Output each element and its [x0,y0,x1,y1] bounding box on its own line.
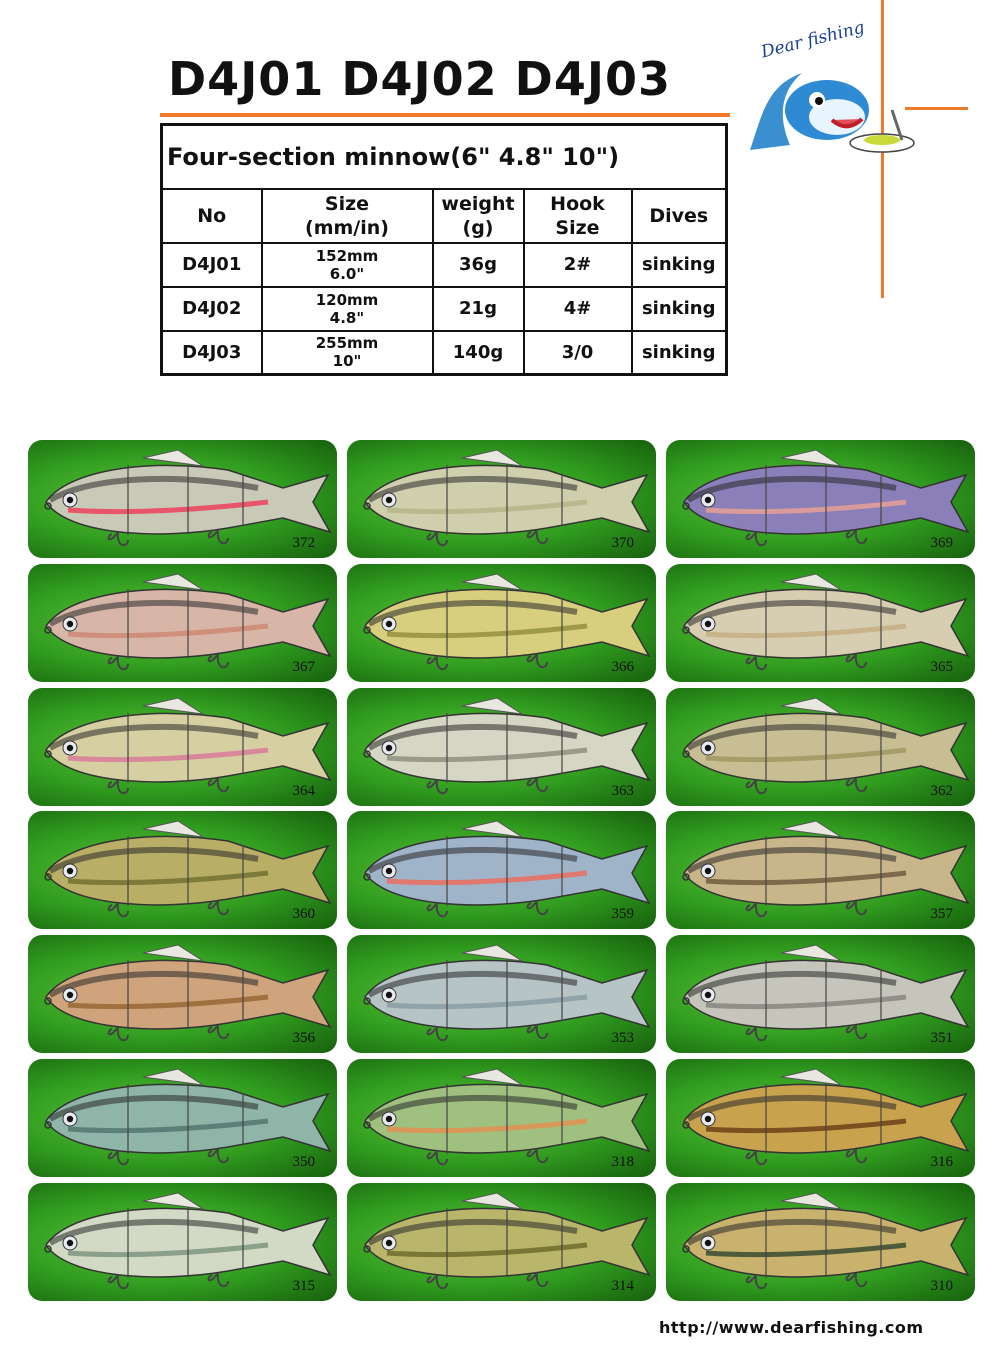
cell-dives: sinking [630,329,728,376]
swimbait-lure-icon [363,573,651,670]
lure-code-label: 372 [292,535,316,551]
cell-weight: 140g [431,329,525,376]
table-row: D4J03 255mm 10" 140g 3/0 sinking [160,329,728,376]
swimbait-lure-icon [682,820,970,918]
lure-code-label: 318 [611,1154,635,1170]
swimbait-lure-icon [363,1068,651,1166]
swimbait-lure-icon [44,1192,332,1289]
table-row: D4J01 152mm 6.0" 36g 2# sinking [160,241,728,288]
lure-card-353[interactable]: 353 [347,935,656,1054]
lure-code-label: 315 [292,1277,316,1294]
cell-weight: 21g [431,285,525,332]
cell-dives: sinking [630,285,728,332]
lure-card-365[interactable]: 365 [666,563,975,682]
cell-size: 255mm 10" [260,329,434,376]
swimbait-lure-icon [363,449,651,547]
lure-code-label: 356 [292,1030,316,1047]
lure-card-367[interactable]: 367 [28,563,337,682]
swimbait-lure-icon [682,449,970,547]
lure-code-label: 316 [930,1154,954,1170]
swimbait-lure-icon [363,1192,651,1289]
header-weight: weight (g) [431,187,525,244]
lure-card-357[interactable]: 357 [666,811,975,930]
lure-code-label: 369 [930,535,954,551]
lure-code-label: 310 [930,1277,954,1294]
lure-code-label: 362 [930,782,954,799]
lure-card-315[interactable]: 315 [28,1182,337,1301]
cell-no: D4J01 [160,241,263,288]
cell-no: D4J02 [160,285,263,332]
lure-code-label: 353 [611,1030,635,1047]
lure-code-label: 314 [611,1277,635,1294]
swimbait-lure-icon [44,820,332,918]
cell-dives: sinking [630,241,728,288]
lure-card-362[interactable]: 362 [666,687,975,806]
lure-code-label: 359 [611,906,635,923]
lure-card-310[interactable]: 310 [666,1182,975,1301]
page-title: D4J01 D4J02 D4J03 [168,52,671,106]
lure-card-363[interactable]: 363 [347,687,656,806]
lure-code-label: 370 [611,535,635,551]
lure-code-label: 357 [930,906,954,923]
lure-card-364[interactable]: 364 [28,687,337,806]
swimbait-lure-icon [682,573,970,670]
lure-card-318[interactable]: 318 [347,1059,656,1177]
cell-hook: 4# [522,285,633,332]
swimbait-lure-icon [363,697,651,794]
swimbait-lure-icon [682,1192,970,1289]
lure-card-359[interactable]: 359 [347,811,656,930]
lure-code-label: 366 [611,658,635,675]
cell-weight: 36g [431,241,525,288]
lure-card-316[interactable]: 316 [666,1059,975,1177]
cell-hook: 3/0 [522,329,633,376]
swimbait-lure-icon [44,944,332,1042]
lure-code-label: 350 [292,1154,316,1170]
cell-hook: 2# [522,241,633,288]
lure-card-356[interactable]: 356 [28,935,337,1054]
lure-card-369[interactable]: 369 [666,440,975,558]
lure-card-351[interactable]: 351 [666,935,975,1054]
title-underline [160,113,730,117]
header-size: Size (mm/in) [260,187,434,244]
website-url: http://www.dearfishing.com [659,1318,924,1337]
swimbait-lure-icon [44,449,332,547]
cell-no: D4J03 [160,329,263,376]
swimbait-lure-icon [682,944,970,1042]
lure-card-372[interactable]: 372 [28,440,337,558]
swimbait-lure-icon [682,1068,970,1166]
lure-code-label: 367 [292,658,316,675]
spec-table: Four-section minnow(6" 4.8" 10") No Size… [160,123,728,376]
spec-table-header: No Size (mm/in) weight (g) Hook Size Dives [160,187,728,244]
lure-code-label: 365 [930,658,954,675]
swimbait-lure-icon [44,573,332,670]
spec-table-caption: Four-section minnow(6" 4.8" 10") [160,123,728,190]
header-no: No [160,187,263,244]
lure-card-360[interactable]: 360 [28,811,337,930]
cell-size: 120mm 4.8" [260,285,434,332]
swimbait-lure-icon [363,820,651,918]
swimbait-lure-icon [44,1068,332,1166]
swimbait-lure-icon [682,697,970,794]
swimbait-lure-icon [363,944,651,1042]
dolphin-mascot-icon [750,73,915,153]
table-row: D4J02 120mm 4.8" 21g 4# sinking [160,285,728,332]
lure-code-label: 363 [611,782,635,799]
lure-card-314[interactable]: 314 [347,1182,656,1301]
lure-code-label: 364 [292,782,316,799]
header-dives: Dives [630,187,728,244]
header-hook-size: Hook Size [522,187,633,244]
lure-card-370[interactable]: 370 [347,440,656,558]
lure-code-label: 360 [292,906,316,923]
swimbait-lure-icon [44,697,332,794]
logo-divider-horizontal [905,107,968,110]
lure-card-350[interactable]: 350 [28,1059,337,1177]
cell-size: 152mm 6.0" [260,241,434,288]
lure-card-366[interactable]: 366 [347,563,656,682]
lure-code-label: 351 [930,1030,954,1047]
